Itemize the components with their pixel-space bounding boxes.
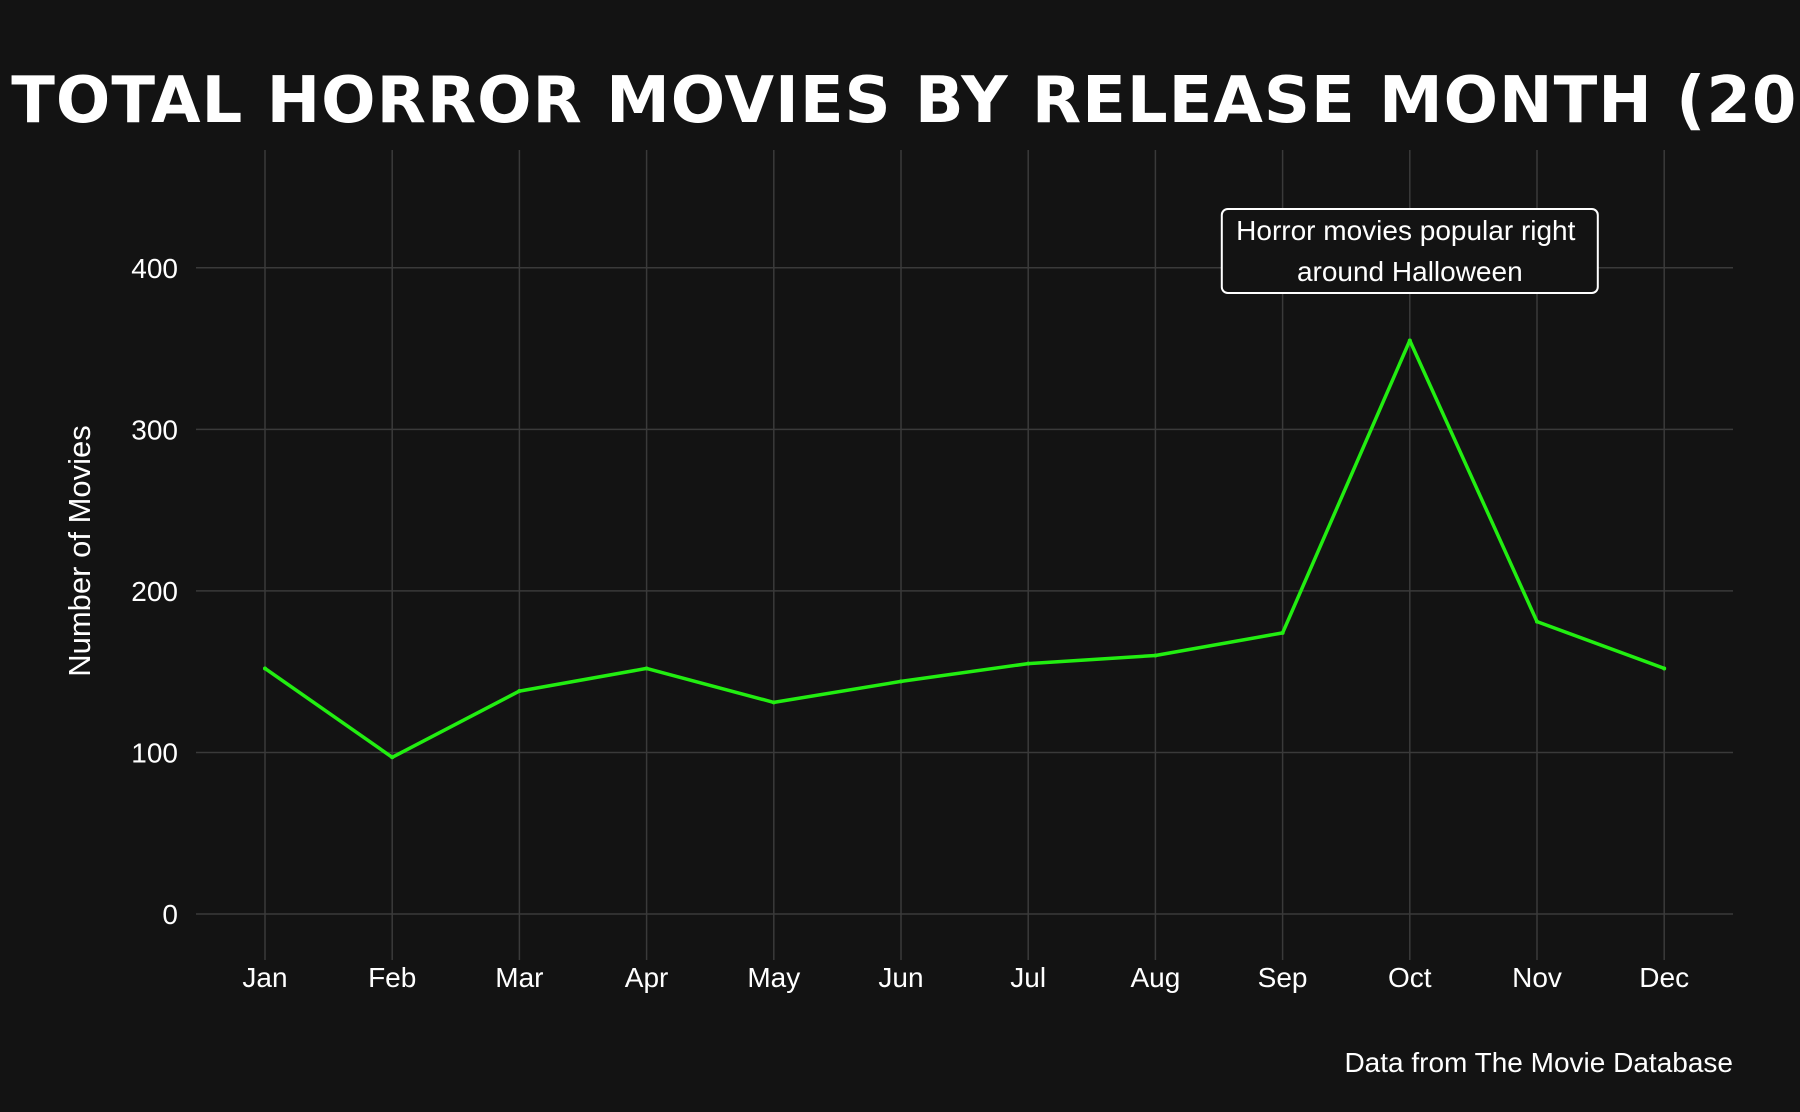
y-tick-label: 0	[162, 899, 178, 930]
annotation-box	[1220, 208, 1599, 294]
y-tick-label: 200	[131, 576, 178, 607]
series-layer	[263, 338, 1667, 760]
data-point	[1535, 619, 1539, 624]
grid-layer	[196, 150, 1733, 960]
x-tick-label: Jun	[878, 962, 923, 993]
annotation: Horror movies popular right around Hallo…	[1220, 208, 1599, 294]
data-point	[1280, 630, 1285, 635]
x-tick-label: Feb	[368, 962, 416, 993]
x-tick-label: Dec	[1639, 962, 1689, 993]
data-point	[390, 755, 395, 760]
x-tick-label: Nov	[1512, 962, 1562, 993]
annotation-text-line-1: Horror movies popular right	[1236, 215, 1575, 246]
data-point	[899, 679, 903, 684]
x-tick-labels: Jan Feb Mar Apr May Jun Jul Aug Sep Oct Nov Dec	[242, 962, 1689, 993]
data-point	[1662, 666, 1667, 671]
data-point	[644, 666, 649, 671]
data-point	[1407, 338, 1412, 343]
x-tick-label: Apr	[625, 962, 669, 993]
series-line	[263, 338, 1666, 760]
data-point	[517, 689, 522, 694]
data-point	[771, 700, 776, 705]
x-tick-label: Oct	[1388, 962, 1432, 993]
y-tick-label: 100	[131, 737, 178, 768]
data-point	[1153, 653, 1158, 658]
x-tick-label: May	[747, 962, 800, 993]
x-tick-label: Sep	[1258, 962, 1308, 993]
data-point	[1026, 661, 1031, 666]
x-tick-label: Aug	[1130, 962, 1180, 993]
annotation-text-line-2: around Halloween	[1297, 256, 1523, 287]
chart-caption: Data from The Movie Database	[1344, 1047, 1733, 1078]
y-axis-title: Number of Movies	[62, 425, 97, 677]
x-tick-label: Jan	[242, 962, 287, 993]
y-tick-label: 400	[131, 253, 178, 284]
data-point	[263, 666, 267, 671]
y-tick-label: 300	[131, 414, 178, 445]
y-tick-labels: 0 100 200 300 400	[131, 253, 178, 930]
x-tick-label: Jul	[1010, 962, 1046, 993]
chart-title: TOTAL HORROR MOVIES BY RELEASE MONTH (20…	[11, 64, 1800, 138]
x-tick-label: Mar	[495, 962, 543, 993]
